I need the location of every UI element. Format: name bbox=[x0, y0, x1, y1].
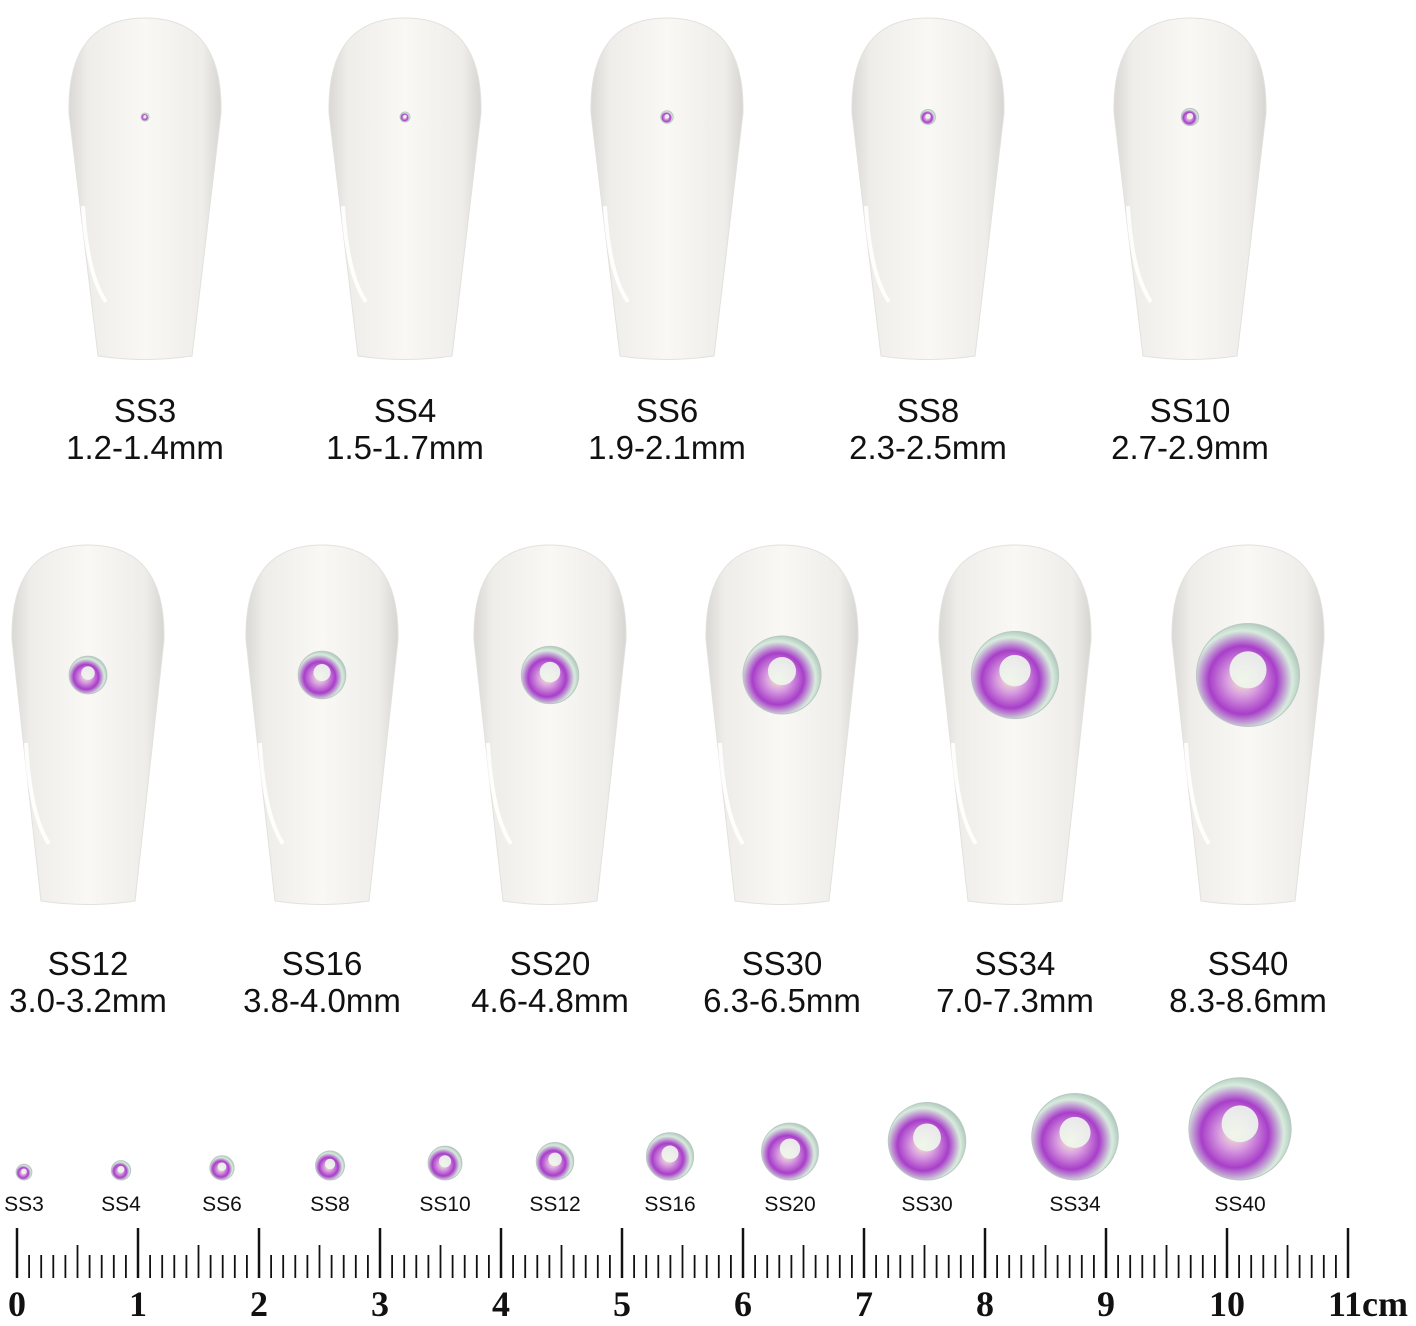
press-on-nail bbox=[11, 544, 165, 905]
ruler-label: 0 bbox=[8, 1284, 26, 1324]
scale-size-label: SS10 bbox=[419, 1193, 470, 1216]
press-on-nail bbox=[328, 17, 482, 360]
rhinestone-gem bbox=[1031, 1092, 1119, 1181]
mm-range-label: 2.3-2.5mm bbox=[849, 429, 1007, 466]
scale-size-label: SS8 bbox=[310, 1193, 350, 1216]
ruler-label: 2 bbox=[250, 1284, 268, 1324]
rhinestone-gem bbox=[742, 635, 822, 715]
ruler: 0 1 2 3 4 5 6 7 8 9 10 11cm bbox=[8, 1228, 1408, 1324]
scale-size-label: SS20 bbox=[764, 1193, 815, 1216]
size-label: SS16 bbox=[282, 945, 363, 982]
rhinestone-gem bbox=[209, 1155, 235, 1181]
mm-range-label: 1.9-2.1mm bbox=[588, 429, 746, 466]
ruler-label: 11cm bbox=[1328, 1284, 1408, 1324]
size-label: SS3 bbox=[114, 392, 176, 429]
press-on-nail bbox=[473, 544, 627, 905]
ruler-label: 5 bbox=[613, 1284, 631, 1324]
rhinestone-gem bbox=[887, 1102, 967, 1181]
mm-range-label: 1.5-1.7mm bbox=[326, 429, 484, 466]
rhinestone-gem bbox=[1188, 1077, 1292, 1181]
rhinestone-gem bbox=[427, 1145, 463, 1181]
press-on-nail bbox=[590, 17, 744, 360]
size-label: SS34 bbox=[975, 945, 1056, 982]
size-label: SS8 bbox=[897, 392, 959, 429]
rhinestone-gem bbox=[520, 645, 580, 705]
scale-size-label: SS4 bbox=[101, 1193, 141, 1216]
rhinestone-gem bbox=[15, 1163, 33, 1181]
ruler-label: 1 bbox=[129, 1284, 147, 1324]
mm-range-label: 6.3-6.5mm bbox=[703, 982, 861, 1019]
size-label: SS12 bbox=[48, 945, 129, 982]
size-label: SS4 bbox=[374, 392, 436, 429]
size-label: SS10 bbox=[1150, 392, 1231, 429]
press-on-nail bbox=[851, 17, 1005, 360]
rhinestone-gem bbox=[68, 655, 108, 695]
size-label: SS20 bbox=[510, 945, 591, 982]
rhinestone-gem bbox=[1195, 622, 1301, 728]
mm-range-label: 4.6-4.8mm bbox=[471, 982, 629, 1019]
size-label: SS30 bbox=[742, 945, 823, 982]
scale-size-label: SS6 bbox=[202, 1193, 242, 1216]
rhinestone-gem bbox=[970, 630, 1060, 720]
mm-range-label: 1.2-1.4mm bbox=[66, 429, 224, 466]
ruler-label: 8 bbox=[976, 1284, 994, 1324]
rhinestone-gem bbox=[535, 1141, 575, 1181]
scale-size-label: SS34 bbox=[1049, 1193, 1101, 1216]
mm-range-label: 8.3-8.6mm bbox=[1169, 982, 1327, 1019]
scale-size-label: SS40 bbox=[1214, 1193, 1265, 1216]
size-label: SS6 bbox=[636, 392, 698, 429]
mm-range-label: 7.0-7.3mm bbox=[936, 982, 1094, 1019]
scale-size-label: SS3 bbox=[4, 1193, 44, 1216]
ruler-label: 4 bbox=[492, 1284, 510, 1324]
ruler-label: 7 bbox=[855, 1284, 873, 1324]
size-label: SS40 bbox=[1208, 945, 1289, 982]
rhinestone-gem bbox=[920, 109, 936, 125]
mm-range-label: 2.7-2.9mm bbox=[1111, 429, 1269, 466]
rhinestone-gem bbox=[140, 112, 150, 122]
rhinestone-gem bbox=[645, 1132, 695, 1181]
press-on-nail bbox=[1113, 17, 1267, 360]
mm-range-label: 3.0-3.2mm bbox=[9, 982, 167, 1019]
ruler-label: 6 bbox=[734, 1284, 752, 1324]
press-on-nail bbox=[68, 17, 222, 360]
scale-size-label: SS12 bbox=[529, 1193, 580, 1216]
press-on-nail bbox=[938, 544, 1092, 905]
scale-size-label: SS16 bbox=[644, 1193, 695, 1216]
mm-range-label: 3.8-4.0mm bbox=[243, 982, 401, 1019]
rhinestone-gem bbox=[1180, 107, 1200, 127]
rhinestone-gem bbox=[660, 110, 674, 124]
rhinestone-gem bbox=[110, 1160, 132, 1181]
rhinestone-gem bbox=[297, 650, 347, 700]
ruler-label: 9 bbox=[1097, 1284, 1115, 1324]
ruler-label: 3 bbox=[371, 1284, 389, 1324]
press-on-nail bbox=[1171, 544, 1325, 905]
scale-size-label: SS30 bbox=[901, 1193, 952, 1216]
press-on-nail bbox=[705, 544, 859, 905]
rhinestone-gem bbox=[399, 111, 411, 123]
press-on-nail bbox=[245, 544, 399, 905]
rhinestone-gem bbox=[314, 1150, 346, 1181]
ruler-label: 10 bbox=[1209, 1284, 1245, 1324]
rhinestone-gem bbox=[761, 1122, 819, 1181]
